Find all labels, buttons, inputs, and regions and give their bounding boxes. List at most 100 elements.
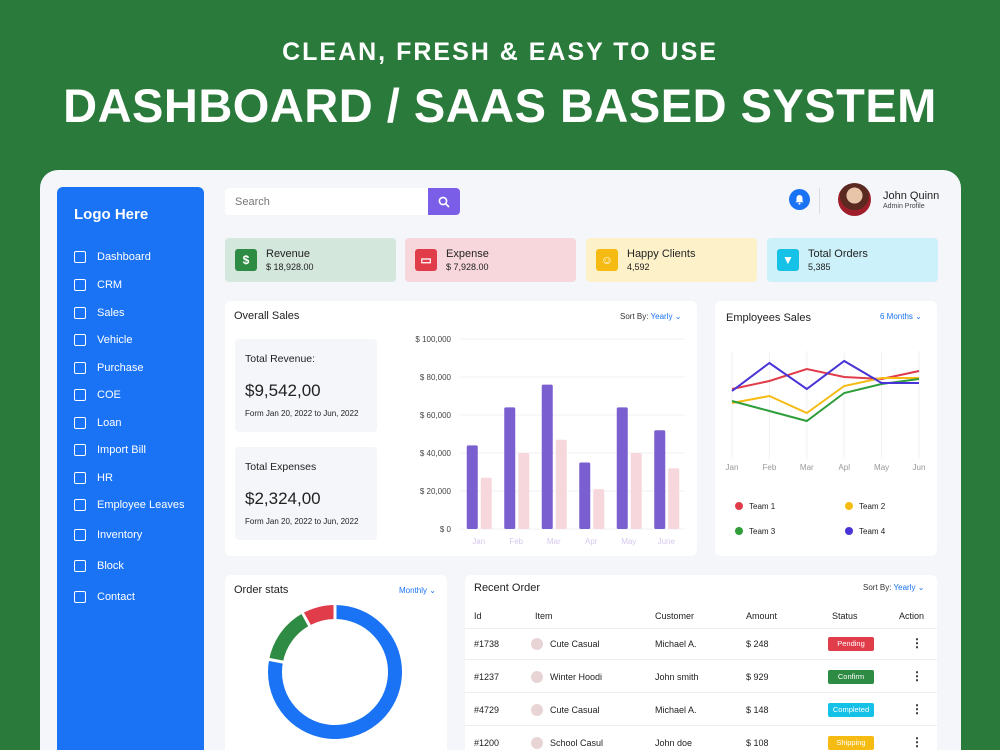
column-header: Item [535,611,553,621]
purchase-icon [74,362,86,374]
stat-label: Expense [446,248,489,260]
bar [654,430,666,529]
sidebar-item-label: Contact [97,591,135,603]
order-amount: $ 248 [746,639,769,649]
more-options-icon[interactable]: ⋮ [911,735,923,749]
sidebar-item-inventory[interactable]: Inventory [74,527,142,543]
search-input[interactable] [225,188,425,215]
sidebar-item-hr[interactable]: HR [74,470,113,486]
x-tick-label: Jun [913,463,926,472]
sidebar-item-crm[interactable]: CRM [74,277,122,293]
period-value: Monthly [399,586,428,595]
sort-value: Yearly [650,312,673,321]
hero-subtitle: CLEAN, FRESH & EASY TO USE [282,38,718,66]
row-divider [465,692,937,693]
legend-swatch [735,502,743,510]
sidebar-item-sales[interactable]: Sales [74,305,125,321]
sidebar-item-loan[interactable]: Loan [74,415,121,431]
sidebar-item-label: Loan [97,417,122,429]
user-role: Admin Profile [883,203,925,210]
period-value: 6 Months [880,312,913,321]
dollar-icon: $ [235,249,257,271]
employees-sales-title: Employees Sales [726,312,811,324]
product-icon [531,638,543,650]
sidebar-item-label: Dashboard [97,251,151,263]
sidebar-item-label: COE [97,389,121,401]
sort-value: Yearly [893,583,916,592]
bar [668,468,680,529]
inventory-icon [74,529,86,541]
sales-icon [74,307,86,319]
total-expenses-value: $2,324,00 [245,489,321,508]
search-box [225,188,460,215]
sidebar-item-employee-leaves[interactable]: Employee Leaves [74,497,184,513]
status-badge: Confirm [828,670,874,684]
order-id: #4729 [474,705,500,715]
product-icon [531,671,543,683]
logo: Logo Here [74,206,149,223]
order-amount: $ 108 [746,738,769,748]
overall-sales-card: Overall Sales Sort By: Yearly ⌄ Total Re… [225,301,697,556]
hero-title: DASHBOARD / SAAS BASED SYSTEM [63,79,937,132]
y-tick-label: $ 20,000 [420,487,452,496]
stat-value: 5,385 [808,262,831,272]
bar [593,489,605,529]
coe-icon [74,389,86,401]
recent-order-sort[interactable]: Sort By: Yearly ⌄ [863,583,924,592]
legend-swatch [735,527,743,535]
sidebar-item-contact[interactable]: Contact [74,589,135,605]
more-options-icon[interactable]: ⋮ [911,636,923,650]
more-options-icon[interactable]: ⋮ [911,669,923,683]
search-button[interactable] [428,188,460,215]
employees-sales-period[interactable]: 6 Months ⌄ [880,312,922,321]
stat-label: Happy Clients [627,248,696,260]
sidebar-item-label: CRM [97,279,123,291]
search-icon [438,196,450,208]
sidebar-item-label: Purchase [97,362,144,374]
sidebar-item-label: Vehicle [97,334,133,346]
x-tick-label: Mar [800,463,814,472]
order-stats-donut-chart [267,604,402,739]
column-header: Amount [746,611,778,621]
more-options-icon[interactable]: ⋮ [911,702,923,716]
order-stats-card: Order stats Monthly ⌄ [225,575,447,750]
order-item: Cute Casual [550,705,600,715]
slice-gap [267,657,285,664]
order-stats-title: Order stats [234,584,289,596]
sidebar-item-dashboard[interactable]: Dashboard [74,249,151,265]
sidebar: Logo Here Dashboard CRM Sales Vehicle Purcha… [57,187,204,750]
y-tick-label: $ 100,000 [415,335,451,344]
x-tick-label: Apr [585,537,598,546]
chevron-down-icon: ⌄ [915,312,922,321]
notification-button[interactable] [789,189,810,210]
import-bill-icon [74,444,86,456]
chevron-down-icon: ⌄ [429,586,436,595]
x-tick-label: May [874,463,889,472]
row-divider [465,628,937,629]
donut-slice [302,605,336,626]
status-badge: Pending [828,637,874,651]
bar [616,407,628,529]
stat-label: Revenue [266,248,311,260]
sidebar-item-block[interactable]: Block [74,558,124,574]
sidebar-item-purchase[interactable]: Purchase [74,360,143,376]
x-tick-label: Apl [838,463,850,472]
total-expenses-box: Total Expenses $2,324,00 Form Jan 20, 20… [235,447,377,540]
order-item: Cute Casual [550,639,600,649]
avatar[interactable] [838,183,871,216]
bar [504,407,516,529]
x-tick-label: May [621,537,636,546]
series-line [731,359,919,392]
dashboard-frame: Logo Here Dashboard CRM Sales Vehicle Purcha… [40,170,961,750]
product-icon [531,704,543,716]
sidebar-item-vehicle[interactable]: Vehicle [74,332,132,348]
legend-swatch [845,527,853,535]
order-stats-period[interactable]: Monthly ⌄ [399,586,436,595]
bar [518,453,530,529]
employee-leaves-icon [74,499,86,511]
sidebar-item-coe[interactable]: COE [74,387,121,403]
contact-icon [74,591,86,603]
employees-sales-line-chart: Jan Feb Mar Apl May Jun Team 1 Team 2 Team 3 Team… [726,351,926,536]
overall-sales-sort[interactable]: Sort By: Yearly ⌄ [620,312,681,321]
sidebar-item-import-bill[interactable]: Import Bill [74,442,146,458]
